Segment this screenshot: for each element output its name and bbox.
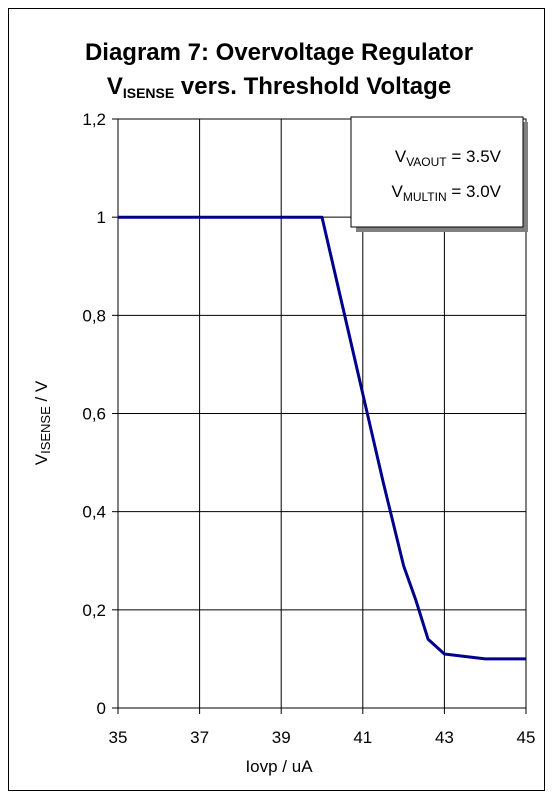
x-tick-label: 35 bbox=[109, 728, 128, 747]
x-tick-label: 37 bbox=[190, 728, 209, 747]
annotation-multin-value: = 3.0V bbox=[447, 182, 502, 201]
y-tick-label: 0,4 bbox=[82, 503, 106, 522]
y-tick-label: 1,2 bbox=[82, 110, 106, 129]
series-line bbox=[118, 215, 526, 661]
annotation-vaout-subscript: VAOUT bbox=[406, 155, 447, 169]
x-tick-label: 41 bbox=[353, 728, 372, 747]
annotation-multin: VMULTIN = 3.0V bbox=[392, 182, 502, 204]
chart-svg: Diagram 7: Overvoltage Regulator VISENSE… bbox=[32, 39, 535, 776]
axis-ticks: 0 0,2 0,4 0,6 0,8 1 1,2 35 37 39 41 43 45 bbox=[82, 110, 535, 747]
annotation-vaout-value: = 3.5V bbox=[447, 147, 502, 166]
x-tick-label: 43 bbox=[435, 728, 454, 747]
chart-title-line2: VISENSE vers. Threshold Voltage bbox=[107, 73, 451, 101]
series-line-group bbox=[118, 215, 526, 661]
y-axis-label: VISENSE / V bbox=[32, 380, 53, 465]
x-tick-label: 39 bbox=[272, 728, 291, 747]
annotation-panel bbox=[350, 116, 524, 228]
annotation-multin-subscript: MULTIN bbox=[403, 190, 447, 204]
chart-frame: Diagram 7: Overvoltage Regulator VISENSE… bbox=[8, 8, 545, 791]
x-axis-label: Iovp / uA bbox=[245, 757, 313, 776]
annotation-multin-symbol: V bbox=[392, 182, 404, 201]
y-tick-label: 0,8 bbox=[82, 306, 106, 325]
x-tick-label: 45 bbox=[517, 728, 536, 747]
y-tick-label: 0 bbox=[97, 699, 106, 718]
annotation-vaout: VVAOUT = 3.5V bbox=[395, 147, 502, 169]
y-tick-label: 1 bbox=[97, 208, 106, 227]
annotation-box: VVAOUT = 3.5V VMULTIN = 3.0V bbox=[350, 116, 528, 232]
annotation-vaout-symbol: V bbox=[395, 147, 407, 166]
y-tick-label: 0,6 bbox=[82, 405, 106, 424]
chart-title-symbol: V bbox=[107, 73, 123, 100]
y-axis-label-rest: / V bbox=[32, 380, 51, 406]
chart-title-line1: Diagram 7: Overvoltage Regulator bbox=[85, 39, 473, 66]
y-tick-label: 0,2 bbox=[82, 601, 106, 620]
chart-title-subscript: ISENSE bbox=[123, 85, 174, 101]
y-axis-label-subscript: ISENSE bbox=[38, 406, 53, 454]
chart-title-rest: vers. Threshold Voltage bbox=[174, 73, 451, 100]
y-axis-label-symbol: V bbox=[32, 453, 51, 465]
